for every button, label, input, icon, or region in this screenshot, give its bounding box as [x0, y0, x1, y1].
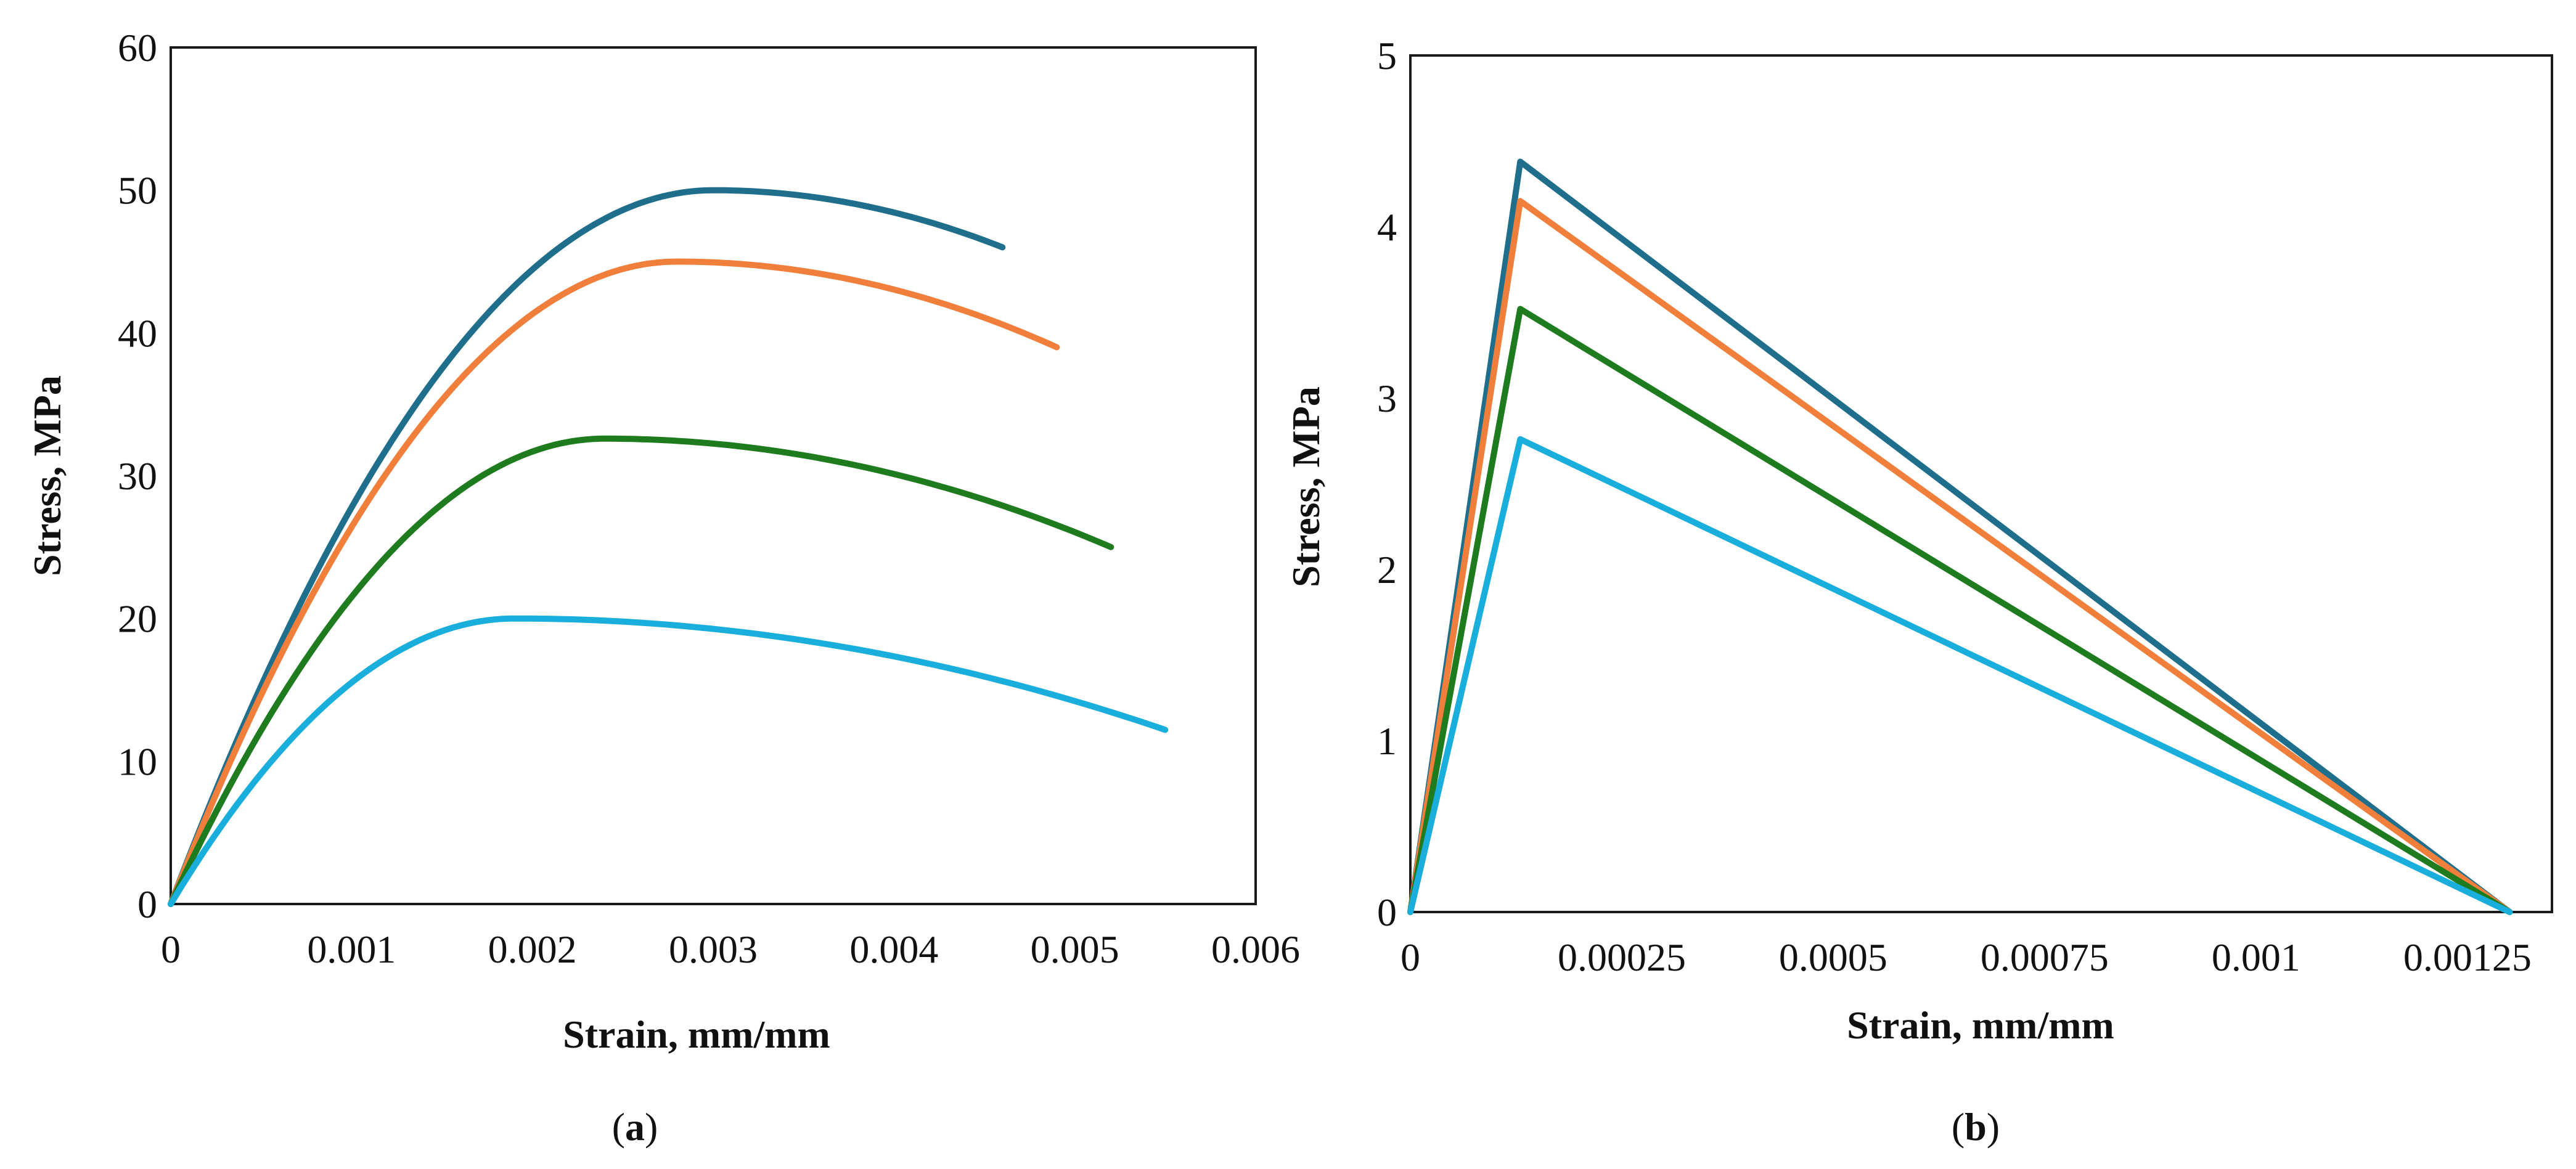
panel-a-ticks: 0 10 20 30 40 50 60 0 0.001 0.002 0.003 0.004 0.005 0…: [118, 26, 1300, 971]
panel-a-y-tick-label: 10: [118, 739, 157, 783]
panel-b-series-line-2: [1407, 198, 2513, 915]
panel-b-x-tick-label: 0.00125: [2403, 935, 2532, 979]
panel-a-x-tick-label: 0.004: [849, 927, 938, 971]
panel-b-x-tick-label: 0.0005: [1779, 935, 1887, 979]
panel-a-y-tick-label: 50: [118, 169, 157, 213]
panel-a-series-line-4: [168, 615, 1169, 907]
panel-a-caption: (a): [612, 1105, 658, 1149]
panel-b-caption-label: b: [1965, 1105, 1987, 1149]
panel-a-series-line-1: [168, 187, 1006, 907]
panel-a-caption-label: a: [625, 1105, 645, 1149]
panel-a-y-tick-label: 30: [118, 454, 157, 498]
panel-a-series-line-3: [168, 435, 1114, 907]
panel-a-x-tick-label: 0: [161, 927, 181, 971]
panel-b-series-line-1: [1407, 158, 2513, 915]
panel-b-x-tick-label: 0: [1400, 935, 1420, 979]
panel-b-y-tick-label: 0: [1377, 890, 1397, 934]
panel-b-y-tick-label: 3: [1377, 377, 1397, 420]
panel-a-x-tick-label: 0.001: [307, 927, 396, 971]
panel-a-y-tick-label: 0: [137, 882, 157, 926]
panel-b-y-tick-label: 5: [1377, 34, 1397, 78]
panel-a-x-axis-title: Strain, mm/mm: [563, 1012, 830, 1056]
panel-b-x-axis-title: Strain, mm/mm: [1847, 1003, 2114, 1047]
panel-b-plot-frame: [1409, 54, 2553, 913]
panel-a-x-tick-label: 0.002: [488, 927, 577, 971]
panel-a-y-tick-label: 60: [118, 26, 157, 70]
panel-a-y-tick-label: 20: [118, 597, 157, 641]
panel-a-x-tick-label: 0.003: [669, 927, 758, 971]
panel-b-series-line-3: [1407, 306, 2513, 915]
panel-a-x-tick-label: 0.005: [1031, 927, 1119, 971]
panel-b-x-tick-label: 0.00025: [1558, 935, 1686, 979]
panel-b-ticks: 0 1 2 3 4 5 0 0.00025 0.0005 0.00075 0.001 0.00125: [1377, 34, 2532, 979]
panel-b-series-line-4: [1407, 436, 2513, 915]
panel-a-x-tick-label: 0.006: [1211, 927, 1300, 971]
panel-a-series-line-2: [168, 258, 1060, 907]
panel-b-series: [1407, 158, 2513, 915]
panel-b-x-tick-label: 0.001: [2212, 935, 2300, 979]
panel-a-chart: 0 10 20 30 40 50 60 0 0.001 0.002 0.003 0.004 0.005 0…: [25, 26, 1300, 1149]
panel-b-y-tick-label: 2: [1377, 548, 1397, 592]
panel-b-caption: (b): [1952, 1105, 2000, 1149]
panel-a-plot-frame: [170, 46, 1257, 905]
panel-b-y-tick-label: 4: [1377, 205, 1397, 249]
panel-b-y-axis-title: Stress, MPa: [1284, 386, 1328, 587]
panel-a-y-axis-title: Stress, MPa: [25, 375, 69, 576]
panel-b-y-tick-label: 1: [1377, 719, 1397, 763]
panel-a-series: [168, 187, 1169, 907]
panel-a-y-tick-label: 40: [118, 311, 157, 355]
panel-b-x-tick-label: 0.00075: [1981, 935, 2109, 979]
